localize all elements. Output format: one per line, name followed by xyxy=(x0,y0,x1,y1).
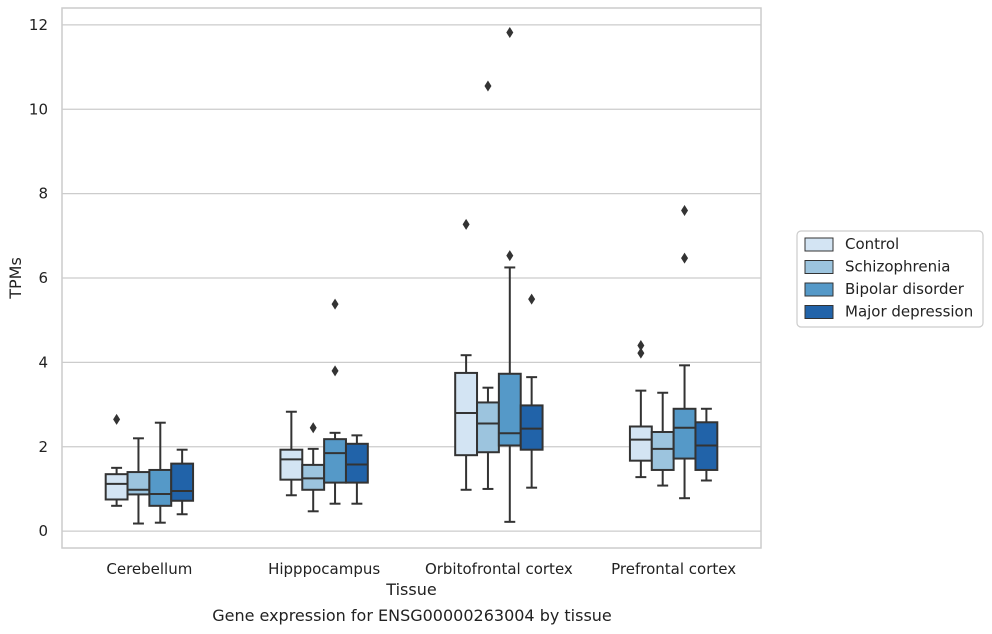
box xyxy=(126,437,151,525)
outlier-point xyxy=(506,26,514,38)
legend-swatch xyxy=(804,237,834,252)
legend-label: Control xyxy=(845,235,899,253)
series-schizophrenia xyxy=(126,80,675,525)
outlier-point xyxy=(637,347,645,359)
box-body xyxy=(454,371,479,457)
outlier-point xyxy=(681,252,689,264)
box-body xyxy=(279,448,304,481)
legend-label: Schizophrenia xyxy=(845,258,950,276)
y-tick-labels: 0 2 4 6 8 10 12 xyxy=(29,16,48,540)
box-body xyxy=(323,438,347,484)
x-tick-labels: Cerebellum Hipppocampus Orbitofrontal cort… xyxy=(106,560,736,578)
box-body xyxy=(519,404,544,451)
x-tick-label: Cerebellum xyxy=(106,560,192,578)
box xyxy=(519,293,544,489)
box xyxy=(628,340,653,479)
box-body xyxy=(672,407,697,460)
box xyxy=(454,218,479,491)
box xyxy=(323,298,347,505)
box xyxy=(170,448,195,516)
box xyxy=(148,421,173,524)
y-tick-label: 12 xyxy=(29,16,48,34)
outlier-point xyxy=(484,80,492,92)
y-tick-label: 2 xyxy=(38,438,48,456)
box-body xyxy=(476,401,500,454)
outlier-point xyxy=(331,298,339,310)
box xyxy=(301,422,326,513)
box-body xyxy=(628,425,653,462)
outlier-point xyxy=(309,422,317,434)
series-bipolar-disorder xyxy=(148,26,697,524)
box-body xyxy=(650,430,675,471)
x-tick-label: Prefrontal cortex xyxy=(611,560,736,578)
grid-lines xyxy=(62,24,761,532)
box xyxy=(344,434,369,505)
y-tick-label: 10 xyxy=(29,100,48,118)
outlier-point xyxy=(528,293,536,305)
legend-label: Bipolar disorder xyxy=(845,280,965,298)
box-series xyxy=(104,26,719,525)
y-tick-label: 8 xyxy=(38,185,48,203)
box-body xyxy=(126,471,151,496)
series-control xyxy=(104,218,653,507)
x-axis-label: Tissue xyxy=(385,580,436,599)
box xyxy=(279,410,304,497)
x-tick-label: Hipppocampus xyxy=(268,560,380,578)
outlier-point xyxy=(681,205,689,216)
y-tick-label: 6 xyxy=(38,269,48,287)
box-body xyxy=(148,468,173,507)
legend-swatch xyxy=(804,305,834,319)
outlier-point xyxy=(462,218,470,230)
box xyxy=(650,391,675,487)
box-body xyxy=(344,442,369,484)
box xyxy=(104,413,129,507)
series-major-depression xyxy=(170,293,719,516)
box-body xyxy=(170,462,195,502)
box xyxy=(694,407,719,482)
box xyxy=(672,205,697,500)
y-tick-label: 4 xyxy=(38,353,48,371)
legend-swatch xyxy=(804,260,834,274)
box xyxy=(476,80,500,490)
chart-caption: Gene expression for ENSG00000263004 by t… xyxy=(212,606,612,625)
outlier-point xyxy=(331,365,339,377)
box-body xyxy=(497,372,522,447)
y-tick-label: 0 xyxy=(38,522,48,540)
box xyxy=(497,26,522,523)
legend-label: Major depression xyxy=(845,303,973,321)
outlier-point xyxy=(506,250,514,262)
outlier-point xyxy=(113,413,121,425)
legend-swatch xyxy=(804,282,834,297)
x-tick-label: Orbitofrontal cortex xyxy=(425,560,573,578)
outlier-point xyxy=(637,340,645,351)
plot-area-frame xyxy=(61,7,762,549)
box-body xyxy=(301,463,326,491)
legend-frame xyxy=(796,230,984,328)
legend: Control Schizophrenia Bipolar disorder Majo… xyxy=(796,230,984,328)
box-body xyxy=(104,473,129,501)
y-axis-label: TPMs xyxy=(6,257,25,300)
